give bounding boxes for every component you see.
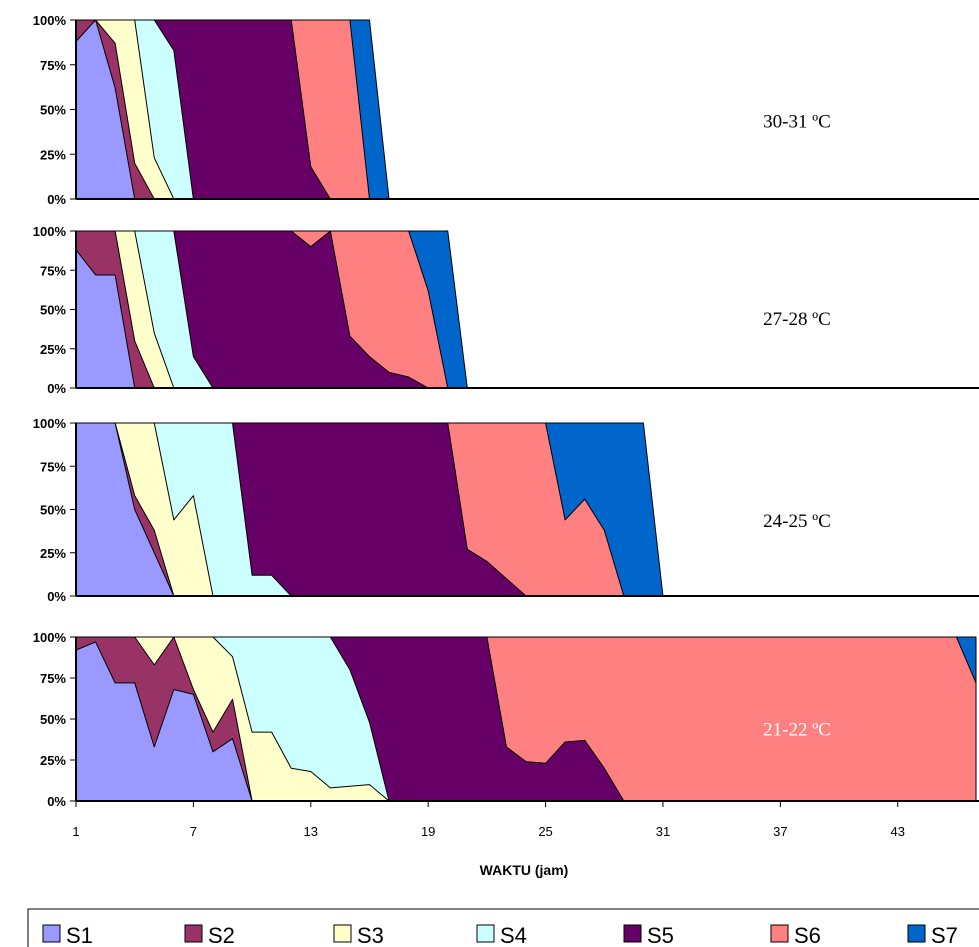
legend-label: S7 xyxy=(931,923,958,947)
x-tick-label: 31 xyxy=(656,824,670,839)
legend-swatch xyxy=(476,924,495,943)
legend-label: S2 xyxy=(208,923,235,947)
legend-swatch xyxy=(184,924,203,943)
x-tick-label: 7 xyxy=(190,824,197,839)
y-tick-label: 75% xyxy=(40,459,66,474)
y-tick-label: 75% xyxy=(40,58,66,73)
legend-item-s2: S2 xyxy=(184,923,235,947)
legend-label: S5 xyxy=(647,923,674,947)
y-tick-label: 0% xyxy=(47,589,66,604)
panel-label: 24-25 ºC xyxy=(763,511,831,532)
legend-item-s5: S5 xyxy=(623,923,674,947)
y-tick-label: 25% xyxy=(40,342,66,357)
panel-4: 0% 25% 50% 75% 100% 21-22 ºC xyxy=(33,630,979,809)
y-tick-label: 75% xyxy=(40,671,66,686)
y-tick-label: 100% xyxy=(33,224,67,239)
y-tick-label: 100% xyxy=(33,416,67,431)
y-tick-label: 100% xyxy=(33,630,67,645)
x-axis-title: WAKTU (jam) xyxy=(480,862,569,878)
legend-swatch xyxy=(42,924,61,943)
y-tick-label: 0% xyxy=(47,381,66,396)
x-tick-label: 25 xyxy=(538,824,552,839)
panel-1: 0% 25% 50% 75% 100% 30-31 ºC xyxy=(33,13,979,207)
legend-swatch xyxy=(333,924,352,943)
x-tick-label: 37 xyxy=(773,824,787,839)
y-tick-label: 75% xyxy=(40,263,66,278)
legend-label: S4 xyxy=(500,923,527,947)
panel-label: 21-22 ºC xyxy=(763,719,831,740)
chart-panels: 0% 25% 50% 75% 100% 30-31 ºC 0% 25% 50% 75% 100% 27… xyxy=(33,13,979,809)
y-tick-label: 50% xyxy=(40,503,66,518)
y-tick-label: 0% xyxy=(47,192,66,207)
legend-item-s7: S7 xyxy=(907,923,958,947)
x-tick-label: 13 xyxy=(304,824,318,839)
legend-swatch xyxy=(907,924,926,943)
panel-label: 27-28 ºC xyxy=(763,309,831,330)
legend-item-s4: S4 xyxy=(476,923,527,947)
legend-swatch xyxy=(623,924,642,943)
y-tick-label: 50% xyxy=(40,103,66,118)
x-tick-label: 1 xyxy=(72,824,79,839)
y-tick-label: 25% xyxy=(40,147,66,162)
y-tick-label: 25% xyxy=(40,546,66,561)
legend-swatch xyxy=(770,924,789,943)
y-tick-label: 25% xyxy=(40,753,66,768)
legend-item-s6: S6 xyxy=(770,923,821,947)
area-s1-panel-4 xyxy=(75,641,253,802)
legend-label: S1 xyxy=(66,923,93,947)
y-tick-label: 100% xyxy=(33,13,67,28)
legend-label: S6 xyxy=(794,923,821,947)
panel-label: 30-31 ºC xyxy=(763,111,831,132)
legend-label: S3 xyxy=(357,923,384,947)
y-tick-label: 0% xyxy=(47,794,66,809)
legend-item-s1: S1 xyxy=(42,923,93,947)
legend-item-s3: S3 xyxy=(333,923,384,947)
panel-3: 0% 25% 50% 75% 100% 24-25 ºC xyxy=(33,416,979,604)
area-s1-panel-3 xyxy=(75,422,175,597)
panel-2: 0% 25% 50% 75% 100% 27-28 ºC xyxy=(33,224,979,396)
y-tick-label: 50% xyxy=(40,712,66,727)
legend: S1 S2 S3 S4 S5 S6 S7 xyxy=(27,908,979,947)
x-axis: 1 7 13 19 25 31 37 43 WAKTU (jam) xyxy=(72,801,905,878)
x-tick-label: 19 xyxy=(421,824,435,839)
x-tick-label: 43 xyxy=(891,824,905,839)
y-tick-label: 50% xyxy=(40,303,66,318)
